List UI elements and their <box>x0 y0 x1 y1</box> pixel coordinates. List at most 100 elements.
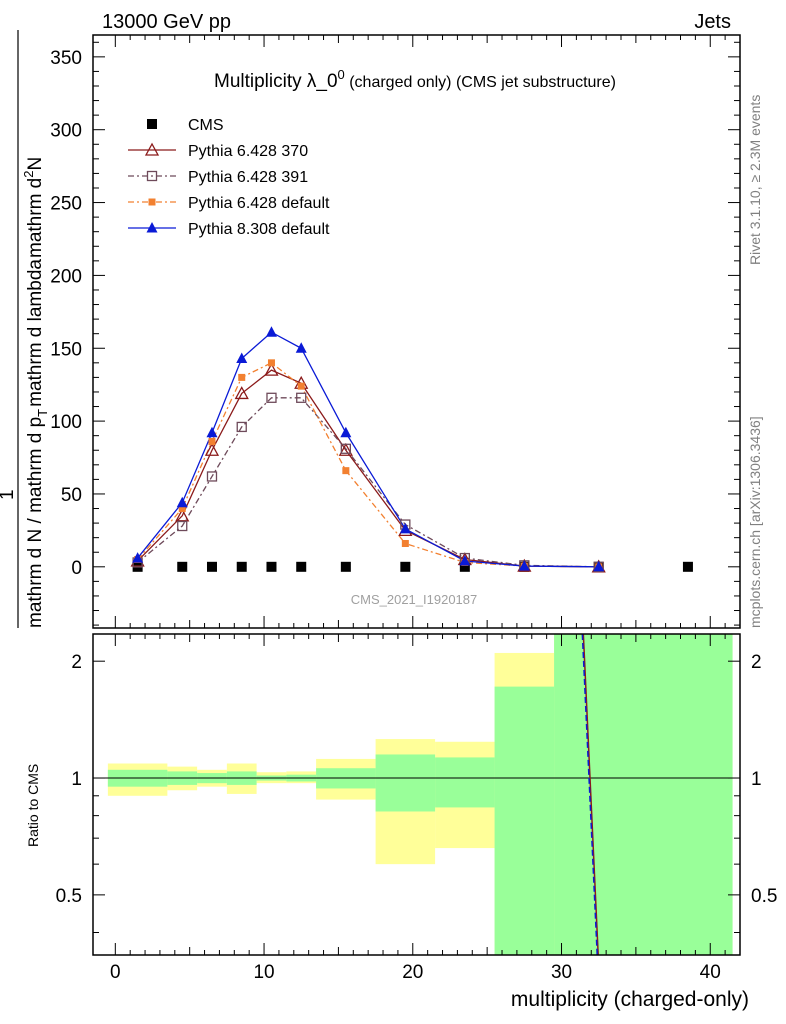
tick-label: 150 <box>50 339 82 360</box>
series-1-point <box>234 386 249 400</box>
series-0-point <box>206 561 217 572</box>
y-label-denominator: mathrm d N / mathrm d pTmathrm d lambda <box>25 259 50 628</box>
series-3-point <box>267 359 275 367</box>
legend-marker-3 <box>148 198 156 206</box>
legend-label-0: CMS <box>188 117 224 134</box>
series-1-point <box>175 508 190 522</box>
series-0-point <box>236 561 247 572</box>
series-4-point <box>518 560 530 571</box>
series-3-point <box>238 373 246 381</box>
tick-label: 40 <box>700 962 721 983</box>
series-2-point <box>340 443 352 454</box>
tick-label: 10 <box>253 962 274 983</box>
series-0-point <box>682 561 693 572</box>
ratio-band-green <box>375 754 436 812</box>
series-0-point <box>459 561 470 572</box>
series-line-4 <box>137 331 599 568</box>
tick-label: 300 <box>50 121 82 142</box>
series-2-point <box>206 471 218 482</box>
series-4-point <box>295 342 307 353</box>
ratio-band-green <box>494 686 555 955</box>
tick-label: 1 <box>751 769 762 790</box>
tick-label: 50 <box>61 485 82 506</box>
tick-label: 100 <box>50 412 82 433</box>
series-4-point <box>265 326 277 337</box>
legend-label-3: Pythia 6.428 default <box>188 195 330 212</box>
plot-title-suffix: (charged only) (CMS jet substructure) <box>345 74 616 91</box>
series-0-point <box>340 561 351 572</box>
tick-label: 2 <box>71 652 82 673</box>
series-1-point <box>204 442 220 456</box>
legend-marker-0 <box>147 119 157 129</box>
series-0-point <box>266 561 277 572</box>
legend-marker-4 <box>146 222 158 233</box>
series-4-point <box>206 426 218 438</box>
ratio-plot-frame <box>92 633 741 956</box>
y-label-numerator: mathrm d2N <box>21 157 46 258</box>
legend-label-2: Pythia 6.428 391 <box>188 169 308 186</box>
watermark-analysis-id: CMS_2021_I1920187 <box>351 592 478 607</box>
series-4-point <box>459 554 471 566</box>
tick-label: 0 <box>110 962 121 983</box>
tick-label: 0.5 <box>56 886 82 907</box>
axis-tick-labels: 0 10 20 30 40 0 50 100 150 200 250 300 350 0.5 0.5 1 1 2 2 <box>50 48 777 983</box>
x-axis-label: multiplicity (charged-only) <box>511 988 749 1011</box>
y-label-numerator-one: 1 <box>0 489 18 500</box>
tick-label: 30 <box>551 962 572 983</box>
ratio-band-green <box>554 634 733 955</box>
tick-label: 1 <box>71 769 82 790</box>
ratio-line-red <box>582 633 599 956</box>
tick-label: 2 <box>751 652 762 673</box>
header-right-label: Jets <box>694 11 731 33</box>
series-1-point <box>338 442 353 456</box>
legend-label-1: Pythia 6.428 370 <box>188 143 308 160</box>
series-2-point <box>236 421 247 433</box>
series-1-point <box>264 362 279 376</box>
series-0-point <box>400 561 411 572</box>
series-2-point <box>296 392 307 403</box>
axis-ticks <box>93 35 740 955</box>
ratio-lines <box>581 633 599 956</box>
series-line-2 <box>137 397 599 568</box>
y-axis-label-top: 1 mathrm d N / mathrm d pTmathrm d lambd… <box>0 30 50 628</box>
series-2-point <box>266 392 277 403</box>
tick-label: 0.5 <box>751 886 777 907</box>
legend-marker-2 <box>146 170 158 182</box>
main-series-markers <box>130 326 693 573</box>
series-4-point <box>340 426 352 438</box>
series-4-point <box>236 352 248 363</box>
tick-label: 350 <box>50 48 82 69</box>
tick-label: 250 <box>50 194 82 215</box>
ratio-band-green <box>435 757 495 808</box>
tick-label: 200 <box>50 266 82 287</box>
series-3-point <box>297 382 305 390</box>
plot-title-sup: 0 <box>338 67 345 82</box>
header-left-label: 13000 GeV pp <box>102 11 231 33</box>
main-series-lines <box>137 331 599 568</box>
legend-marker-1 <box>144 142 160 156</box>
mcplots-label: mcplots.cern.ch [arXiv:1306.3436] <box>747 416 763 628</box>
rivet-version-label: Rivet 3.1.10, ≥ 2.3M events <box>747 95 763 265</box>
series-3-point <box>342 467 350 475</box>
series-4-point <box>176 496 188 508</box>
series-2-point <box>177 520 188 532</box>
y-axis-label-ratio: Ratio to CMS <box>25 764 41 847</box>
legend: CMS Pythia 6.428 370 Pythia 6.428 391 Pythi… <box>128 117 330 238</box>
series-4-point <box>399 522 411 534</box>
series-0-point <box>177 561 188 572</box>
series-4-point <box>132 552 144 563</box>
ratio-uncertainty-bands <box>107 634 733 955</box>
tick-label: 0 <box>71 558 82 579</box>
legend-label-4: Pythia 8.308 default <box>188 221 330 238</box>
series-3-point <box>178 505 186 513</box>
series-0-point <box>296 561 307 572</box>
plot-title-main: Multiplicity λ_0 <box>214 71 338 92</box>
series-line-3 <box>137 362 599 568</box>
plot-title: Multiplicity λ_00 (charged only) (CMS je… <box>214 67 616 92</box>
series-3-point <box>401 539 409 547</box>
tick-label: 20 <box>402 962 423 983</box>
series-3-point <box>208 438 216 446</box>
series-4-point <box>593 560 605 572</box>
main-plot-frame <box>92 34 741 629</box>
